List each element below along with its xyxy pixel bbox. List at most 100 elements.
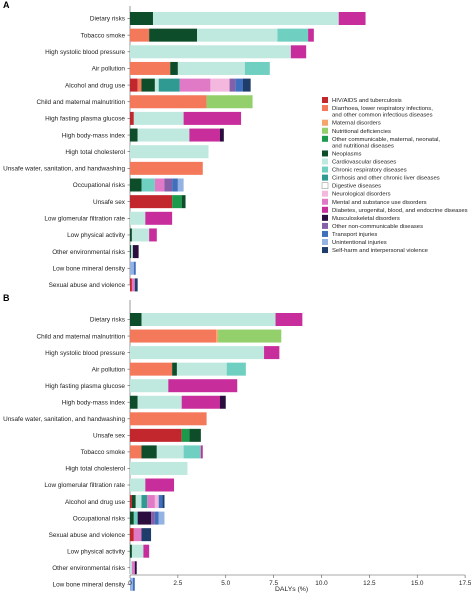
legend-label-1-1: and other common infectious diseases (332, 113, 433, 119)
legend-swatch-6 (322, 158, 328, 165)
bar-segment-A-11-2 (181, 195, 186, 209)
risk-label-B-0: Dietary risks (90, 317, 125, 324)
panel-letter-B: B (3, 293, 10, 303)
bar-segment-B-14-2 (143, 544, 150, 558)
legend-swatch-16 (322, 239, 328, 245)
risk-label-A-11: Unsafe sex (93, 199, 126, 206)
bar-segment-A-7-1 (137, 128, 190, 142)
bar-segment-A-13-0 (130, 228, 132, 242)
bar-segment-B-6-0 (130, 412, 207, 426)
risk-label-A-7: High body-mass index (62, 132, 126, 139)
bar-segment-A-2-0 (130, 45, 291, 59)
bar-segment-A-1-4 (308, 28, 314, 42)
x-tick-label-7: 17.5 (459, 580, 472, 587)
risk-label-A-4: Alcohol and drug use (65, 82, 125, 89)
legend-label-17-0: Self-harm and interpersonal violence (332, 248, 429, 254)
bar-segment-A-4-7 (229, 78, 236, 92)
bar-segment-A-8-0 (130, 145, 209, 159)
risk-label-B-6: Unsafe water, sanitation, and handwashin… (3, 416, 125, 423)
bar-segment-A-15-0 (130, 261, 134, 275)
bar-segment-A-4-5 (179, 78, 211, 92)
risk-label-A-2: High systolic blood pressure (45, 49, 125, 56)
legend-swatch-17 (322, 247, 328, 254)
risk-label-A-10: Occupational risks (73, 182, 125, 189)
bar-segment-B-3-3 (226, 362, 246, 376)
legend-swatch-10 (322, 190, 328, 197)
bar-segment-A-13-1 (131, 228, 150, 242)
bar-segment-B-16-0 (130, 577, 133, 591)
legend-swatch-12 (322, 206, 328, 213)
bar-segment-A-3-2 (177, 61, 245, 75)
bar-segment-B-15-2 (134, 561, 137, 575)
bar-segment-B-10-0 (130, 478, 146, 492)
bar-segment-A-3-0 (130, 61, 171, 75)
bar-segment-A-16-1 (131, 278, 135, 292)
bar-segment-B-1-1 (216, 329, 219, 343)
bar-segment-A-10-1 (141, 178, 155, 192)
legend-label-4-1: and nutritional diseases (332, 143, 394, 149)
risk-label-A-9: Unsafe water, sanitation, and handwashin… (3, 166, 125, 173)
legend-swatch-0 (322, 97, 328, 103)
risk-label-A-6: High fasting plasma glucose (45, 116, 125, 123)
risk-label-B-1: Child and maternal malnutrition (37, 333, 126, 340)
risk-label-B-12: Occupational risks (73, 515, 125, 522)
bar-segment-B-11-1 (131, 495, 136, 509)
legend-swatch-9 (321, 182, 329, 189)
bar-segment-A-3-3 (244, 61, 270, 75)
bar-segment-B-7-2 (189, 428, 201, 442)
bar-segment-B-14-1 (131, 544, 144, 558)
bar-segment-A-4-0 (130, 78, 138, 92)
bar-segment-B-11-7 (162, 495, 165, 509)
x-tick-label-2: 5.0 (221, 580, 230, 587)
bar-segment-B-3-0 (130, 362, 173, 376)
bar-segment-B-8-2 (156, 445, 184, 459)
x-tick-label-4: 10.0 (315, 580, 328, 587)
bar-segment-A-7-0 (130, 128, 138, 142)
bar-segment-B-13-0 (130, 528, 134, 542)
legend-label-13-0: Musculoskeletal disorders (332, 216, 400, 222)
risk-label-A-14: Other environmental risks (52, 249, 125, 256)
bar-segment-A-1-1 (149, 28, 198, 42)
bar-segment-A-4-4 (158, 78, 180, 92)
bar-segment-B-12-1 (133, 511, 138, 525)
legend-label-5-0: Neoplasms (332, 151, 362, 157)
risk-label-A-5: Child and maternal malnutrition (37, 99, 126, 106)
bar-segment-A-1-3 (277, 28, 309, 42)
risk-label-A-12: Low glomerular filtration rate (44, 216, 125, 223)
bar-segment-A-4-9 (242, 78, 251, 92)
risk-label-A-15: Low bone mineral density (53, 265, 126, 272)
risk-label-A-16: Sexual abuse and violence (49, 282, 126, 289)
risk-label-B-14: Low physical activity (67, 548, 126, 555)
legend-swatch-3 (322, 127, 328, 134)
bar-segment-B-3-2 (176, 362, 227, 376)
bar-segment-A-14-1 (130, 245, 133, 259)
legend-swatch-14 (322, 222, 328, 229)
bar-segment-B-2-0 (130, 346, 265, 360)
bar-segment-A-14-0 (130, 245, 131, 259)
bar-segment-B-10-1 (145, 478, 175, 492)
bar-segment-A-15-1 (133, 261, 136, 275)
bar-segment-A-5-0 (130, 95, 207, 109)
bar-segment-B-11-6 (158, 495, 163, 509)
legend-swatch-15 (322, 230, 328, 237)
legend-label-3-0: Nutritional deficiencies (332, 129, 391, 135)
bar-segment-A-6-0 (130, 111, 134, 125)
bar-segment-B-14-0 (130, 544, 132, 558)
bar-segment-B-0-2 (275, 313, 303, 326)
x-tick-label-5: 12.5 (363, 580, 376, 587)
bar-segment-A-4-8 (235, 78, 243, 92)
bar-segment-A-6-1 (133, 111, 184, 125)
legend-label-1-0: Diarrhoea, lower respiratory infections, (332, 106, 433, 112)
bar-segment-B-5-0 (130, 395, 138, 409)
risk-label-B-16: Low bone mineral density (53, 582, 126, 589)
bar-segment-B-12-4 (154, 511, 159, 525)
bar-segment-A-10-5 (177, 178, 184, 192)
bar-segment-B-13-2 (141, 528, 152, 542)
legend-label-11-0: Mental and substance use disorders (332, 200, 427, 206)
risk-label-B-2: High systolic blood pressure (45, 350, 125, 357)
risk-label-B-4: High fasting plasma glucose (45, 383, 125, 390)
bar-segment-A-0-1 (152, 12, 339, 25)
bar-segment-A-1-0 (130, 28, 150, 42)
legend-label-0-0: HIV/AIDS and tuberculosis (332, 98, 402, 104)
bar-segment-B-15-0 (130, 561, 132, 575)
